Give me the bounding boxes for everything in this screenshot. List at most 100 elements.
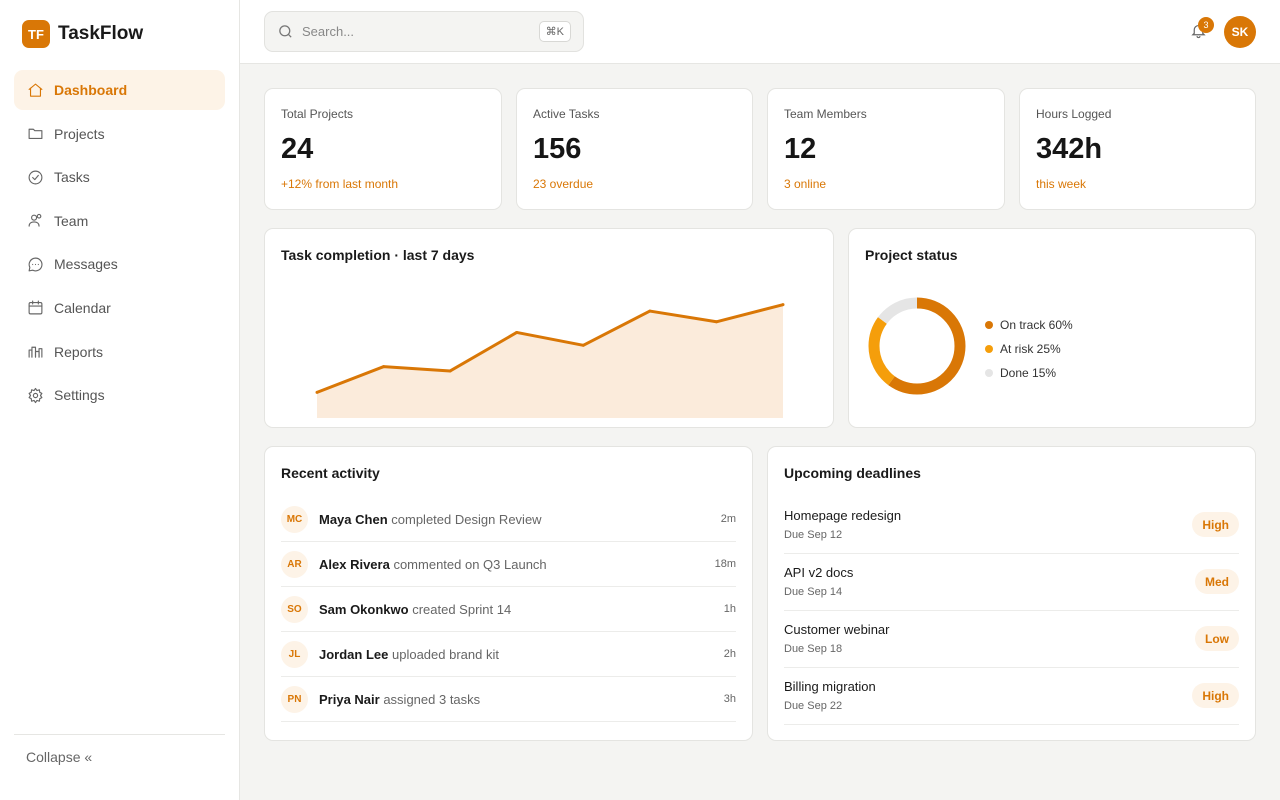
stat-label: Hours Logged: [1036, 107, 1112, 121]
sidebar-item-messages[interactable]: Messages: [14, 244, 225, 284]
avatar: JL: [281, 640, 308, 668]
gear-icon: [26, 386, 44, 404]
activity-item[interactable]: AR Alex Rivera commented on Q3 Launch 18…: [281, 542, 736, 587]
activity-text: Jordan Lee uploaded brand kit: [319, 647, 724, 662]
sidebar-item-label: Team: [54, 212, 89, 229]
deadline-item[interactable]: API v2 docs Due Sep 14 Med: [784, 554, 1239, 611]
search-box[interactable]: ⌘K: [264, 11, 584, 52]
stat-card-tasks: Active Tasks 156 23 overdue: [516, 88, 753, 210]
activity-text: Alex Rivera commented on Q3 Launch: [319, 557, 715, 572]
sidebar-item-settings[interactable]: Settings: [14, 375, 225, 415]
user-avatar[interactable]: SK: [1224, 16, 1256, 48]
legend-swatch: [985, 369, 993, 377]
avatar: MC: [281, 505, 308, 533]
activity-user: Priya Nair: [319, 691, 380, 707]
activity-item[interactable]: MC Maya Chen completed Design Review 2m: [281, 497, 736, 542]
notifications-button[interactable]: 3: [1188, 17, 1214, 42]
activity-text: Sam Okonkwo created Sprint 14: [319, 602, 724, 617]
legend-label: On track 60%: [1000, 318, 1073, 332]
sidebar-item-label: Messages: [54, 256, 118, 273]
stat-value: 24: [281, 133, 314, 165]
area-fill: [317, 304, 783, 418]
deadline-name: Homepage redesign: [784, 508, 902, 523]
users-icon: [26, 212, 44, 230]
data-point-4: [581, 343, 585, 347]
activity-user: Jordan Lee: [319, 646, 389, 662]
search-icon: [279, 25, 292, 38]
stat-card-team: Team Members 12 3 online: [767, 88, 1005, 210]
donut-slice-2: [868, 297, 966, 395]
stat-note: +12% from last month: [281, 177, 399, 191]
activity-action: commented on Q3 Launch: [393, 556, 547, 572]
data-point-6: [714, 320, 718, 324]
deadline-item[interactable]: Homepage redesign Due Sep 12 High: [784, 497, 1239, 554]
deadline-due: Due Sep 12: [784, 529, 843, 541]
legend-swatch: [985, 345, 993, 353]
deadline-name: Billing migration: [784, 679, 876, 694]
chart-icon: [26, 343, 44, 361]
deadline-item[interactable]: Billing migration Due Sep 22 High: [784, 668, 1239, 725]
activity-time: 2h: [723, 648, 736, 660]
activity-text: Priya Nair assigned 3 tasks: [319, 692, 724, 707]
sidebar-item-team[interactable]: Team: [14, 201, 225, 241]
chart-title: Task completion · last 7 days: [281, 247, 475, 263]
sidebar: TF TaskFlow Dashboard Projects Tasks Tea…: [0, 0, 240, 800]
brand-name: TaskFlow: [58, 23, 144, 44]
activity-item[interactable]: SO Sam Okonkwo created Sprint 14 1h: [281, 587, 736, 632]
legend-item: Done 15%: [985, 361, 1073, 385]
stat-card-hours: Hours Logged 342h this week: [1019, 88, 1256, 210]
activity-user: Alex Rivera: [319, 556, 390, 572]
activity-text: Maya Chen completed Design Review: [319, 512, 721, 527]
stat-value: 156: [533, 133, 582, 165]
home-icon: [26, 81, 44, 99]
priority-badge: Med: [1195, 569, 1239, 594]
sidebar-item-label: Reports: [54, 343, 104, 360]
data-point-3: [515, 330, 519, 334]
deadline-due: Due Sep 18: [784, 643, 843, 655]
sidebar-item-dashboard[interactable]: Dashboard: [14, 70, 225, 110]
sidebar-item-label: Settings: [54, 387, 105, 404]
data-point-5: [648, 309, 652, 313]
message-icon: [26, 255, 44, 273]
recent-activity-card: Recent activity MC Maya Chen completed D…: [264, 446, 753, 741]
deadline-item[interactable]: Customer webinar Due Sep 18 Low: [784, 611, 1239, 668]
activity-list: MC Maya Chen completed Design Review 2m …: [281, 497, 736, 722]
search-input[interactable]: [302, 24, 539, 39]
deadline-list: Homepage redesign Due Sep 12 High API v2…: [784, 497, 1239, 725]
avatar: PN: [281, 685, 308, 713]
topbar: ⌘K 3 SK: [240, 0, 1280, 64]
donut-legend: On track 60% At risk 25% Done 15%: [985, 313, 1073, 385]
activity-time: 3h: [723, 693, 736, 705]
collapse-button[interactable]: Collapse «: [14, 734, 225, 765]
donut-slice-1: [868, 297, 966, 395]
series-line: [316, 303, 784, 394]
activity-time: 2m: [720, 513, 736, 525]
upcoming-deadlines-card: Upcoming deadlines Homepage redesign Due…: [767, 446, 1256, 741]
sidebar-item-calendar[interactable]: Calendar: [14, 288, 225, 328]
activity-item[interactable]: PN Priya Nair assigned 3 tasks 3h: [281, 677, 736, 722]
legend-label: At risk 25%: [1000, 342, 1061, 356]
activity-time: 18m: [714, 558, 736, 570]
project-status-donut: [868, 297, 966, 395]
deadline-name: API v2 docs: [784, 565, 854, 580]
sidebar-item-projects[interactable]: Projects: [14, 114, 225, 154]
data-point-7: [781, 303, 785, 307]
sidebar-item-label: Projects: [54, 125, 105, 142]
priority-badge: Low: [1195, 626, 1239, 651]
stat-note: 23 overdue: [533, 177, 594, 191]
sidebar-item-tasks[interactable]: Tasks: [14, 157, 225, 197]
sidebar-item-reports[interactable]: Reports: [14, 332, 225, 372]
activity-user: Sam Okonkwo: [319, 601, 409, 617]
stat-note: this week: [1036, 177, 1087, 191]
stat-label: Active Tasks: [533, 107, 600, 121]
calendar-icon: [26, 299, 44, 317]
activity-item[interactable]: JL Jordan Lee uploaded brand kit 2h: [281, 632, 736, 677]
brand-logo: TF: [22, 20, 50, 48]
section-title: Recent activity: [281, 465, 380, 481]
data-point-2: [448, 369, 452, 373]
stat-label: Total Projects: [281, 107, 354, 121]
priority-badge: High: [1192, 683, 1239, 708]
brand[interactable]: TF TaskFlow: [22, 20, 143, 48]
stat-card-projects: Total Projects 24 +12% from last month: [264, 88, 502, 210]
sidebar-nav: Dashboard Projects Tasks Team Messages C…: [14, 70, 225, 419]
